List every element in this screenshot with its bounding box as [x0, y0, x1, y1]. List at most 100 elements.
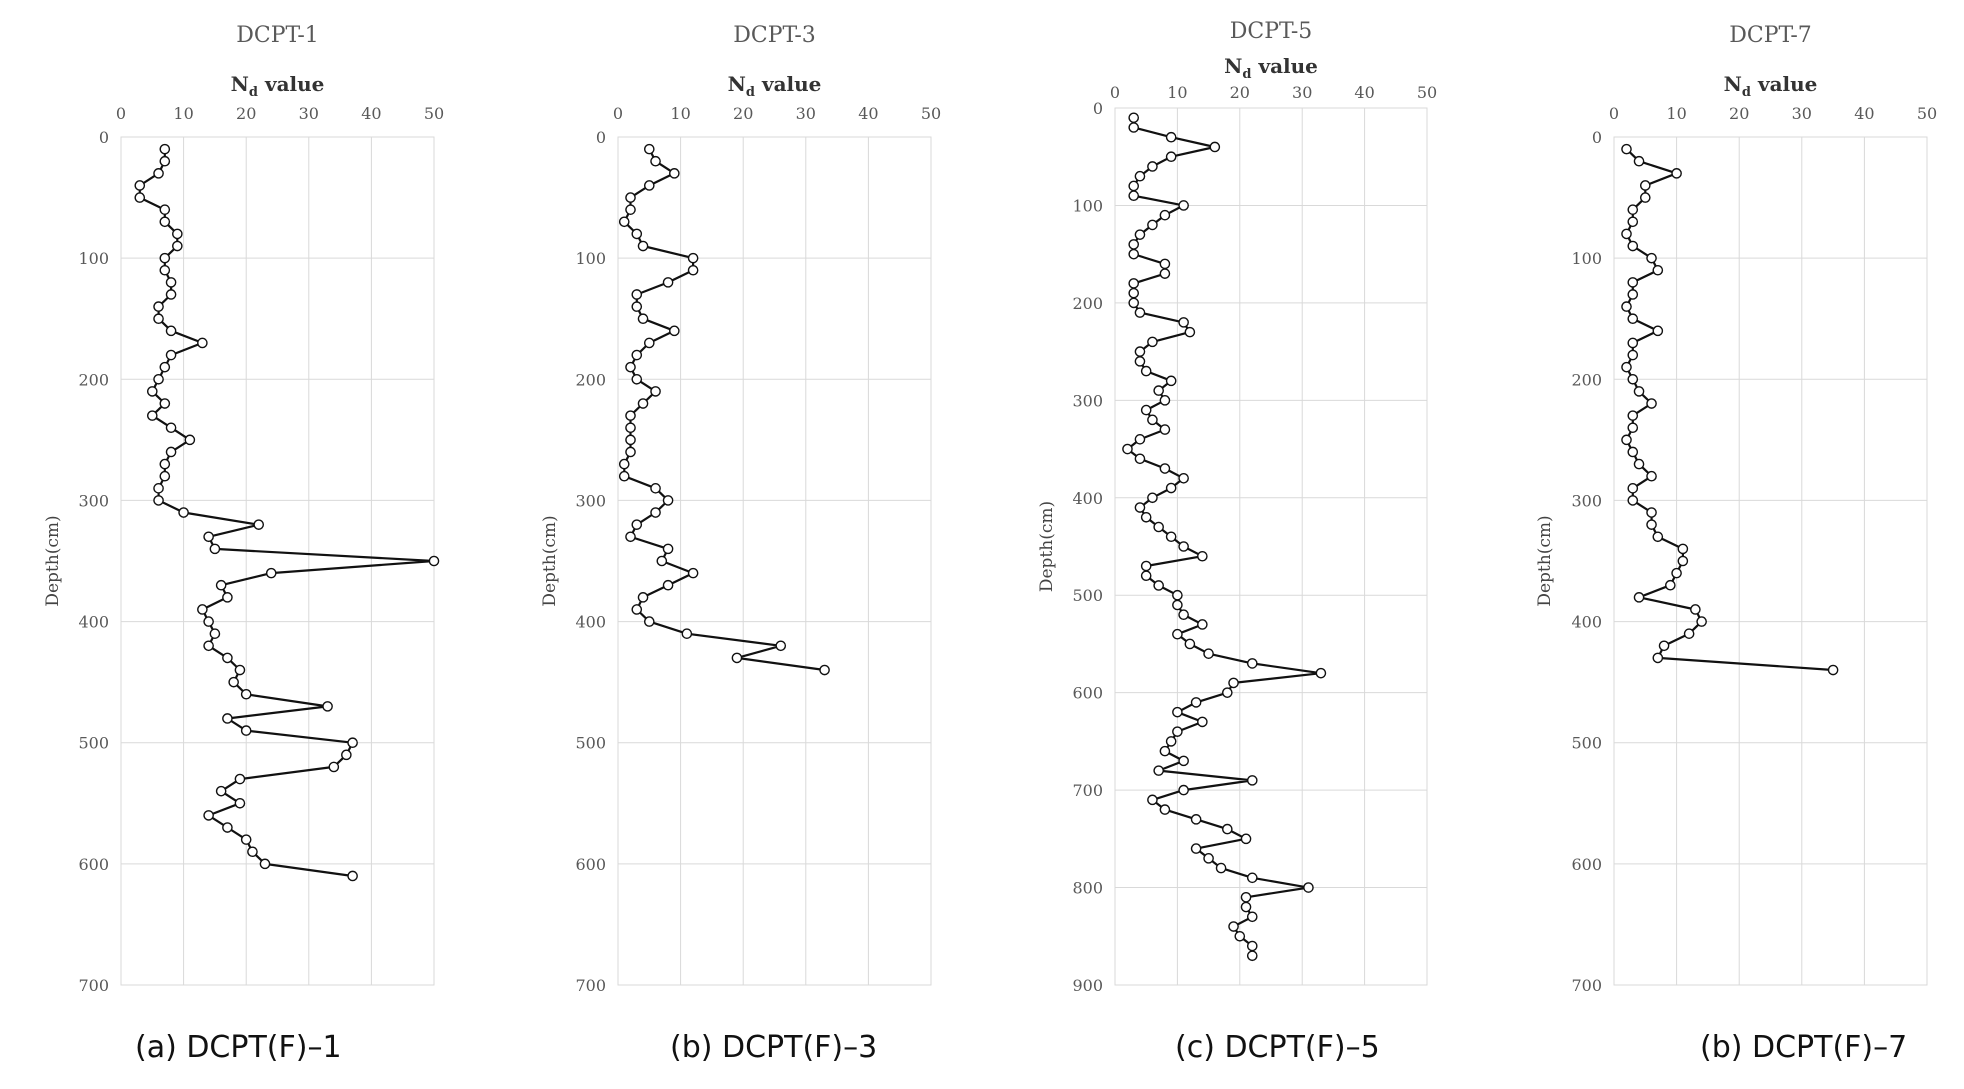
data-point [650, 507, 661, 518]
data-point [1159, 745, 1171, 757]
x-tick-label: 30 [796, 104, 816, 123]
data-point [687, 567, 699, 579]
data-point [1165, 131, 1177, 143]
x-tick-label: 10 [173, 104, 193, 123]
y-axis-label: Depth(cm) [43, 515, 63, 606]
chart-title: DCPT-7 [1729, 23, 1812, 48]
data-point [1621, 301, 1632, 312]
data-point [1652, 531, 1664, 543]
data-point [1215, 862, 1227, 874]
data-point [1165, 531, 1177, 543]
x-tick-label: 20 [733, 104, 753, 123]
data-point [165, 289, 177, 300]
y-tick-label: 300 [575, 491, 606, 510]
data-point [1190, 697, 1202, 708]
data-point [153, 301, 164, 312]
x-tick-label: 40 [1354, 83, 1374, 102]
y-tick-label: 600 [575, 855, 606, 874]
data-point [184, 434, 196, 446]
data-point [631, 373, 643, 385]
chart-title: DCPT-5 [1230, 19, 1313, 44]
y-tick-label: 400 [1571, 613, 1602, 632]
data-point [1134, 307, 1146, 318]
data-point [1178, 609, 1189, 621]
plot-frame [1613, 136, 1928, 986]
data-point [1147, 794, 1158, 806]
data-point [159, 216, 171, 228]
data-point [159, 143, 171, 155]
y-tick-label: 200 [78, 370, 109, 389]
y-tick-label: 400 [78, 613, 109, 632]
data-point [1172, 628, 1183, 640]
data-point [159, 458, 171, 470]
data-point [1652, 264, 1664, 276]
y-tick-label: 900 [1072, 976, 1103, 995]
data-point [1184, 326, 1196, 338]
data-point [1153, 521, 1164, 533]
y-tick-label: 500 [1072, 586, 1103, 605]
data-point [1203, 853, 1214, 864]
plot-frame [120, 136, 435, 986]
data-point [1128, 278, 1140, 289]
data-point [687, 264, 699, 276]
data-point [215, 785, 227, 797]
data-point [1646, 470, 1657, 482]
data-point [1652, 652, 1664, 664]
data-point [1172, 726, 1183, 737]
panel-caption: (c) DCPT(F)–5 [1175, 1030, 1380, 1065]
data-point [197, 337, 208, 349]
data-point [618, 216, 630, 228]
data-point [1134, 170, 1146, 182]
data-point [1246, 658, 1258, 669]
data-point [1203, 648, 1214, 659]
data-point [1627, 446, 1639, 458]
data-point [240, 834, 252, 845]
data-point [1303, 882, 1314, 893]
data-point [1190, 843, 1202, 854]
data-point [1640, 180, 1651, 191]
data-point [172, 240, 183, 252]
y-tick-label: 200 [1072, 294, 1103, 313]
data-point [165, 446, 177, 458]
data-point [1159, 804, 1171, 815]
data-point [209, 628, 221, 639]
data-point [1128, 297, 1140, 309]
data-point [1627, 216, 1639, 228]
x-tick-label: 40 [1854, 104, 1874, 123]
data-point [1134, 502, 1146, 513]
data-point [1134, 356, 1146, 367]
series-line [623, 148, 825, 672]
data-point [662, 495, 674, 506]
data-point [631, 289, 643, 300]
x-tick-label: 20 [236, 104, 256, 123]
x-axis-label-main: N [728, 72, 746, 96]
data-point [1128, 239, 1140, 250]
data-point [1178, 472, 1189, 484]
data-point [1633, 592, 1645, 603]
x-tick-label: 20 [1729, 104, 1749, 123]
data-point [234, 797, 246, 809]
data-point [1658, 640, 1670, 652]
data-point [1122, 443, 1133, 455]
data-point [1627, 495, 1639, 506]
x-axis-label-main: N [1224, 54, 1242, 78]
x-tick-label: 50 [1917, 104, 1937, 123]
data-point [625, 531, 636, 543]
data-point [618, 458, 630, 470]
panel-caption: (b) DCPT(F)–3 [670, 1030, 877, 1065]
data-point [618, 470, 630, 482]
y-tick-label: 700 [1571, 976, 1602, 995]
data-point [1627, 349, 1639, 361]
data-point [1178, 755, 1189, 767]
data-point [159, 264, 171, 276]
data-point [159, 155, 171, 167]
data-point [159, 470, 171, 482]
x-axis-label-rest: value [755, 72, 821, 96]
data-point [637, 592, 649, 603]
data-point [1671, 168, 1682, 179]
data-point [1159, 268, 1171, 279]
data-point [1246, 950, 1258, 962]
data-point [1827, 664, 1839, 676]
data-point [247, 846, 258, 858]
data-point [1646, 519, 1657, 530]
